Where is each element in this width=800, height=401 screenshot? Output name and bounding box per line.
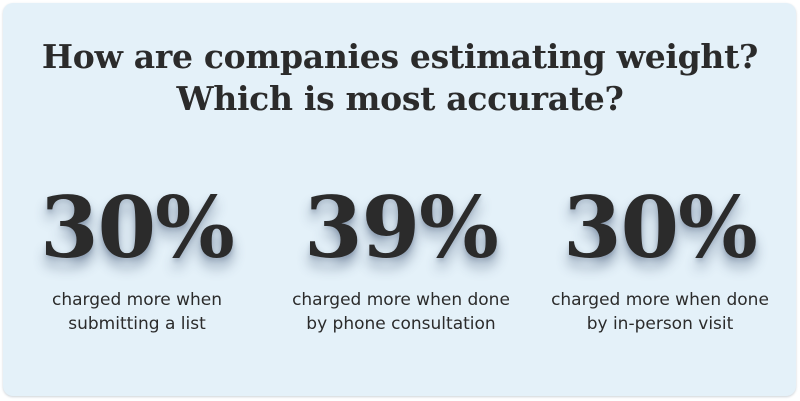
stat-caption: charged more when submitting a list [51, 290, 223, 334]
stat-value: 39% [304, 178, 499, 277]
stat-list-submission: 30% charged more when submitting a list [7, 180, 267, 336]
stat-value: 30% [563, 178, 758, 277]
stat-phone-consultation: 39% charged more when done by phone cons… [271, 180, 531, 336]
headline-line-2: Which is most accurate? [176, 79, 624, 118]
headline-line-1: How are companies estimating weight? [41, 37, 759, 76]
headline: How are companies estimating weight? Whi… [0, 36, 800, 120]
stat-in-person-visit: 30% charged more when done by in-person … [530, 180, 790, 336]
stat-caption: charged more when done by phone consulta… [292, 290, 510, 334]
stat-value: 30% [40, 178, 235, 277]
stat-caption: charged more when done by in-person visi… [551, 290, 769, 334]
infographic-card [3, 3, 796, 396]
